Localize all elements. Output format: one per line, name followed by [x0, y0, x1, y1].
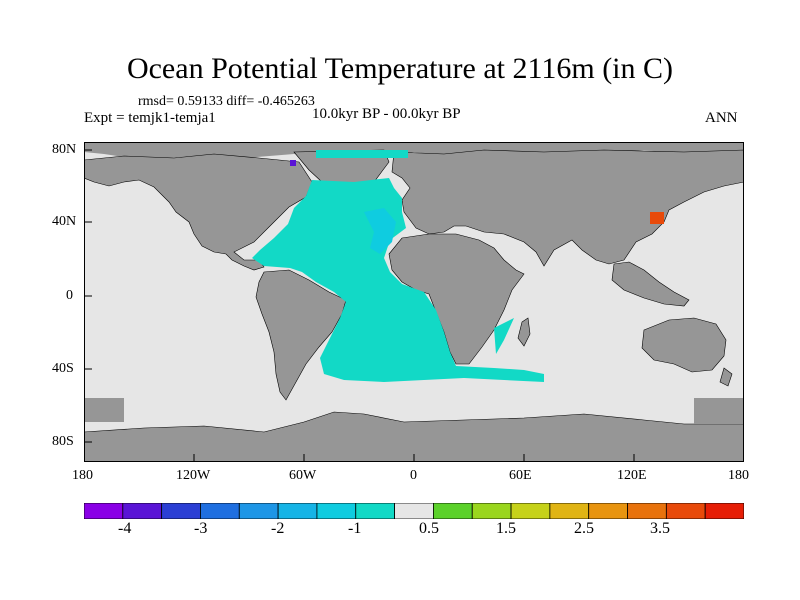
lat-label-0: 0 — [66, 288, 73, 303]
southern-ocean-land-left — [84, 398, 124, 422]
colorbar-box — [277, 503, 318, 519]
colorbar-box — [704, 503, 744, 519]
lat-label-40s: 40S — [52, 361, 74, 376]
eurasia — [391, 149, 744, 267]
axis-ticks — [84, 149, 635, 462]
africa — [388, 233, 525, 365]
lon-label-120w: 120W — [176, 468, 211, 483]
atlantic-anomaly — [252, 178, 544, 382]
arctic-land — [84, 142, 744, 160]
antarctica — [84, 411, 744, 462]
madagascar — [517, 317, 531, 347]
colorbar-label-neg4: -4 — [118, 520, 132, 537]
colorbar-box — [549, 503, 590, 519]
indian-ocean-patch — [494, 318, 514, 354]
season-label: ANN — [705, 110, 738, 126]
southeast-asia — [611, 261, 690, 307]
colorbar — [84, 503, 744, 519]
new-zealand — [719, 367, 733, 387]
lat-label-80s: 80S — [52, 434, 74, 449]
colorbar-box — [394, 503, 434, 519]
colorbar-box — [588, 503, 628, 519]
colorbar-label-neg2: -2 — [271, 520, 285, 537]
lat-label-40n: 40N — [52, 214, 77, 229]
colorbar-box — [433, 503, 473, 519]
colorbar-box — [627, 503, 667, 519]
period-label: 10.0kyr BP - 00.0kyr BP — [312, 106, 461, 122]
map-title: Ocean Potential Temperature at 2116m (in… — [126, 52, 674, 85]
north-atlantic-patch — [364, 208, 396, 254]
colorbar-box — [200, 503, 240, 519]
colorbar-label-3-5: 3.5 — [650, 520, 670, 537]
colorbar-box — [665, 503, 706, 519]
australia — [641, 317, 727, 373]
colorbar-label-0-5: 0.5 — [419, 520, 439, 537]
colorbar-box — [355, 503, 395, 519]
colorbar-box — [84, 503, 124, 519]
colorbar-label-2-5: 2.5 — [574, 520, 594, 537]
colorbar-label-neg3: -3 — [194, 520, 208, 537]
lon-label-120e: 120E — [617, 468, 647, 483]
colorbar-box — [161, 503, 201, 519]
colorbar-label-1-5: 1.5 — [496, 520, 516, 537]
colorbar-box — [238, 503, 279, 519]
negative-anomaly-spot — [290, 160, 296, 166]
lon-label-180e: 180 — [728, 468, 749, 483]
colorbar-box — [510, 503, 551, 519]
experiment-label: Expt = temjk1-temja1 — [84, 110, 216, 126]
colorbar-box — [316, 503, 357, 519]
lon-label-180w: 180 — [72, 468, 93, 483]
lon-label-0: 0 — [410, 468, 417, 483]
lon-label-60e: 60E — [509, 468, 532, 483]
stats-label: rmsd= 0.59133 diff= -0.465263 — [138, 94, 315, 109]
arctic-patch — [316, 150, 408, 158]
south-america — [255, 269, 347, 401]
world-map — [84, 142, 744, 462]
north-america — [84, 153, 313, 271]
colorbar-box — [122, 503, 163, 519]
colorbar-label-neg1: -1 — [348, 520, 362, 537]
lon-label-60w: 60W — [289, 468, 317, 483]
southern-ocean-land-right — [694, 398, 744, 424]
positive-anomaly-spot — [650, 212, 664, 224]
lat-label-80n: 80N — [52, 142, 77, 157]
colorbar-box — [471, 503, 512, 519]
